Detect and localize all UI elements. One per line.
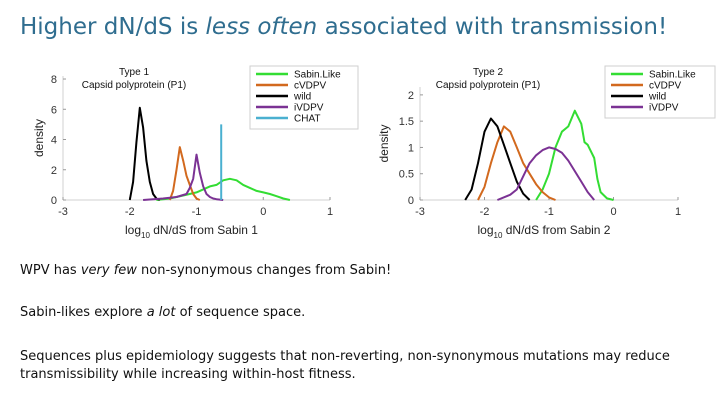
x-tick-label: 0: [260, 206, 266, 218]
x-tick-label: -2: [125, 206, 135, 218]
series-line-wild: [128, 106, 161, 201]
x-tick-label: -1: [192, 206, 202, 218]
chart-title: Type 2: [473, 67, 503, 78]
chart-subtitle: Capsid polyprotein (P1): [436, 80, 541, 91]
legend-entry: wild: [293, 92, 311, 103]
note-wpv-post: non-synonymous changes from Sabin!: [136, 263, 392, 278]
series-line-ivdpv: [497, 146, 595, 201]
note-sabin-like-em: a lot: [146, 305, 176, 320]
y-tick-label: 2: [408, 90, 414, 102]
note-wpv: WPV has very few non-synonymous changes …: [20, 262, 700, 280]
x-tick-label: 1: [675, 206, 681, 218]
note-wpv-em: very few: [80, 263, 137, 278]
legend-entry: wild: [648, 92, 666, 103]
x-tick-label: -3: [415, 206, 425, 218]
legend-entry: Sabin.Like: [649, 70, 696, 81]
x-tick-label: -1: [544, 206, 554, 218]
note-sabin-like-pre: Sabin-likes explore: [20, 305, 147, 320]
y-axis-label: density: [377, 124, 391, 162]
y-tick-label: 0: [408, 195, 414, 207]
slide-title-pre: Higher dN/dS is: [20, 14, 206, 40]
y-tick-label: 8: [51, 74, 57, 86]
x-tick-label: -3: [58, 206, 68, 218]
series-line-wild: [464, 117, 531, 201]
slide-title: Higher dN/dS is less often associated wi…: [20, 14, 667, 40]
legend-entry: iVDPV: [649, 103, 679, 114]
series-line-sabin-like: [535, 109, 614, 201]
legend-entry: cVDPV: [649, 81, 682, 92]
y-tick-label: 0.5: [399, 169, 414, 181]
series-line-cvdpv: [168, 146, 201, 201]
note-sabin-like: Sabin-likes explore a lot of sequence sp…: [20, 304, 700, 322]
note-wpv-pre: WPV has: [20, 263, 81, 278]
y-axis-label: density: [32, 119, 46, 157]
note-epidemiology: Sequences plus epidemiology suggests tha…: [20, 348, 700, 384]
legend-entry: iVDPV: [294, 103, 324, 114]
x-tick-label: -2: [480, 206, 490, 218]
legend-entry: cVDPV: [294, 81, 327, 92]
slide-title-emphasis: less often: [205, 14, 318, 40]
slide-title-post: associated with transmission!: [317, 14, 668, 40]
y-tick-label: 2: [51, 165, 57, 177]
series-line-sabin-like: [156, 177, 291, 201]
x-axis-label: log10 dN/dS from Sabin 2: [478, 223, 611, 240]
chart-subtitle: Capsid polyprotein (P1): [82, 80, 187, 91]
type1-density-chart: -3 -2 -1 0 1 0 2 4 6 8 Type 1 Capsid polyprotein (P…: [32, 65, 359, 240]
type2-density-chart: -3 -2 -1 0 1 0 0.5 1 1.5 2 Type 2 Capsid polyprotei…: [377, 65, 716, 240]
chart-title: Type 1: [119, 67, 149, 78]
note-epidemiology-text: Sequences plus epidemiology suggests tha…: [20, 349, 670, 382]
legend-entry: CHAT: [294, 114, 320, 125]
y-tick-label: 1: [408, 142, 414, 154]
x-axis-label: log10 dN/dS from Sabin 1: [125, 223, 258, 240]
y-tick-label: 6: [51, 104, 57, 116]
y-tick-label: 0: [51, 195, 57, 207]
y-tick-label: 4: [51, 135, 57, 147]
note-sabin-like-post: of sequence space.: [175, 305, 306, 320]
series-line-cvdpv: [477, 125, 556, 201]
y-tick-label: 1.5: [399, 116, 414, 128]
x-tick-label: 1: [327, 206, 333, 218]
x-tick-label: 0: [610, 206, 616, 218]
series-line-ivdpv: [143, 153, 224, 201]
legend-entry: Sabin.Like: [294, 70, 341, 81]
